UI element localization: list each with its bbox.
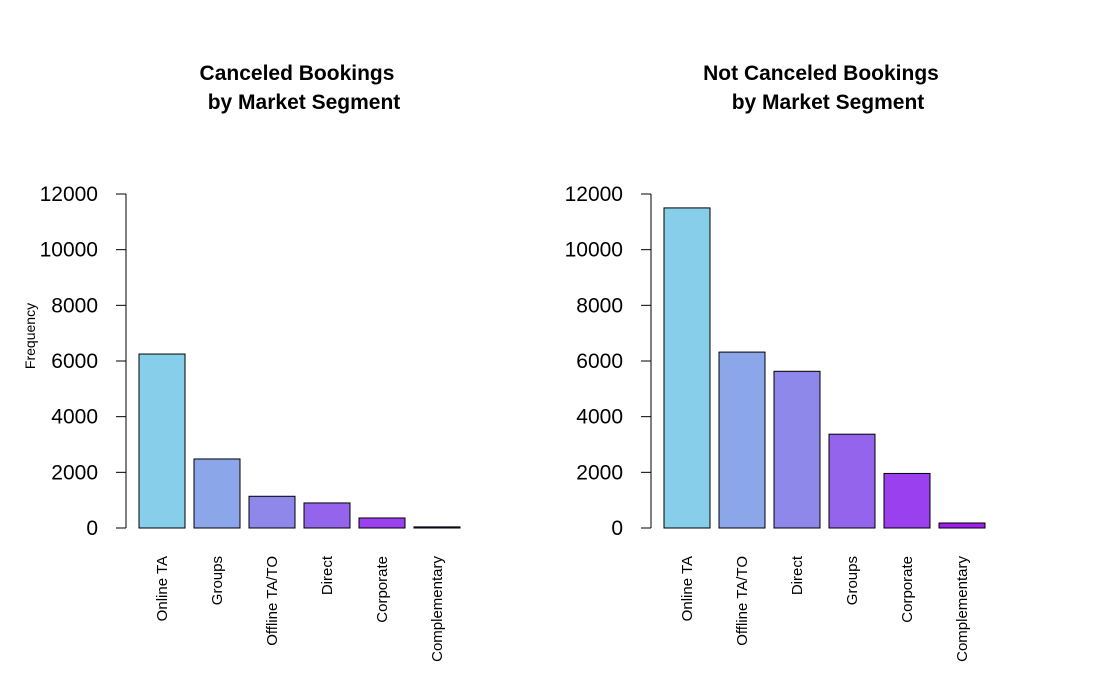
y-tick-label: 10000 <box>40 239 98 262</box>
x-tick-label: Groups <box>844 556 861 605</box>
x-tick-label: Offline TA/TO <box>734 556 751 646</box>
chart-title-line-2: by Market Segment <box>208 91 401 114</box>
bar-corporate <box>358 517 406 529</box>
y-tick-label: 2000 <box>576 461 623 484</box>
y-tick-label: 8000 <box>576 294 623 317</box>
bar-offline-ta-to <box>718 351 766 529</box>
bar-series <box>663 207 986 529</box>
chart-canceled-bookings: Canceled Bookings by Market Segment Freq… <box>22 62 461 662</box>
bar-groups <box>828 433 876 529</box>
x-tick-label: Online TA <box>154 556 171 621</box>
bar-online-ta <box>663 207 711 529</box>
x-tick-label: Corporate <box>374 556 391 623</box>
x-tick-label: Online TA <box>679 556 696 621</box>
bar-online-ta <box>138 353 186 529</box>
y-tick-label: 0 <box>86 517 98 540</box>
y-tick-label: 2000 <box>51 461 98 484</box>
chart-title-line-2: by Market Segment <box>732 91 925 114</box>
chart-not-canceled-bookings: Not Canceled Bookings by Market Segment … <box>565 62 986 662</box>
x-axis-labels: Online TA Offline TA/TO Direct Groups Corpor… <box>679 555 971 662</box>
y-tick-label: 0 <box>611 517 623 540</box>
bar-direct <box>773 370 821 529</box>
bar-complementary <box>413 526 461 529</box>
y-tick-label: 12000 <box>565 183 623 206</box>
y-tick-label: 8000 <box>51 294 98 317</box>
x-tick-label: Groups <box>209 556 226 605</box>
y-tick-label: 12000 <box>40 183 98 206</box>
y-tick-label: 6000 <box>51 350 98 373</box>
x-tick-label: Direct <box>789 555 806 595</box>
chart-title-line-1: Not Canceled Bookings <box>703 62 939 85</box>
y-tick-label: 4000 <box>51 406 98 429</box>
y-tick-label: 6000 <box>576 350 623 373</box>
x-tick-label: Complementary <box>954 556 971 662</box>
y-tick-label: 10000 <box>565 239 623 262</box>
bar-offline-ta-to <box>248 495 296 529</box>
x-axis-labels: Online TA Groups Offline TA/TO Direct Corpor… <box>154 555 446 662</box>
x-tick-label: Offline TA/TO <box>264 556 281 646</box>
bar-corporate <box>883 472 931 529</box>
bar-complementary <box>938 522 986 529</box>
y-axis-ticks: 0 2000 4000 6000 8000 10000 12000 <box>40 183 126 540</box>
y-axis-ticks: 0 2000 4000 6000 8000 10000 12000 <box>565 183 651 540</box>
chart-title-line-1: Canceled Bookings <box>200 62 395 85</box>
y-axis-title: Frequency <box>22 303 38 369</box>
x-tick-label: Corporate <box>899 556 916 623</box>
x-tick-label: Complementary <box>429 556 446 662</box>
bar-groups <box>193 458 241 529</box>
x-tick-label: Direct <box>319 555 336 595</box>
y-tick-label: 4000 <box>576 406 623 429</box>
bar-series <box>138 353 461 529</box>
bar-direct <box>303 502 351 529</box>
